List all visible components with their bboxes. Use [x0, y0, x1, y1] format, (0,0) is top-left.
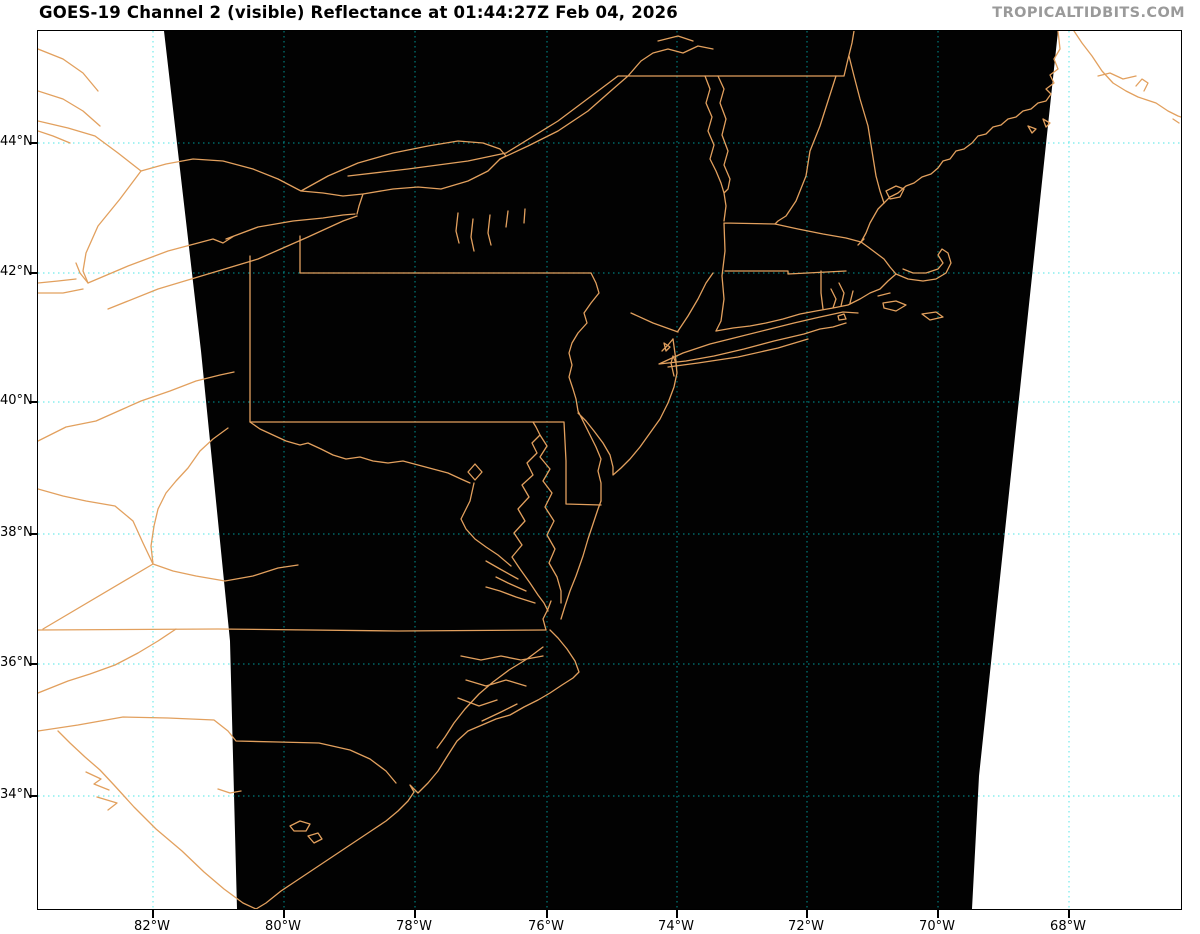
longitude-tick [414, 910, 416, 918]
coastline-chesapeake-west [511, 421, 549, 612]
latitude-label: 44°N [0, 134, 33, 149]
satellite-swath-night [164, 31, 1058, 909]
latitude-label: 42°N [0, 264, 33, 279]
coastline-chesapeake-east [539, 434, 562, 604]
coastline-nc-sounds [436, 646, 544, 749]
longitude-tick [283, 910, 285, 918]
border-nh-me [848, 55, 885, 204]
site-watermark: TROPICALTIDBITS.COM [992, 5, 1185, 21]
latitude-label: 36°N [0, 655, 33, 670]
rivers-va-estuaries [485, 560, 536, 604]
border-us-canada [499, 31, 855, 160]
border-potomac-upper [249, 421, 471, 484]
border-pa-md-de [249, 235, 602, 506]
border-va-nc [38, 628, 547, 632]
map-outlines [38, 31, 1181, 909]
coastline-carolinas [57, 629, 580, 909]
longitude-label: 76°W [528, 919, 564, 934]
satellite-map [38, 31, 1181, 909]
border-wv-va-ky [38, 371, 299, 694]
longitude-label: 78°W [396, 919, 432, 934]
longitude-label: 72°W [788, 919, 824, 934]
coastline-nc-lakes [217, 788, 323, 844]
longitude-tick [676, 910, 678, 918]
longitude-tick [152, 910, 154, 918]
latitude-tick [29, 142, 37, 144]
coastline-delmarva [542, 500, 602, 631]
longitude-tick [937, 910, 939, 918]
coastline-new-brunswick [1073, 31, 1181, 124]
coastline-maine [883, 31, 1061, 204]
longitude-tick [546, 910, 548, 918]
latitude-tick [29, 272, 37, 274]
latitude-tick [29, 401, 37, 403]
latitude-tick [29, 795, 37, 797]
longitude-tick [806, 910, 808, 918]
page-title: GOES-19 Channel 2 (visible) Reflectance … [39, 3, 678, 22]
finger-lakes [455, 208, 526, 252]
lake-champlain-borders [704, 75, 776, 332]
latitude-label: 34°N [0, 787, 33, 802]
river-potomac [460, 463, 512, 567]
coastline-delaware-nj [568, 272, 678, 502]
coastline-southern-ne [715, 273, 897, 332]
lake-erie [38, 193, 364, 310]
longitude-label: 74°W [658, 919, 694, 934]
longitude-label: 68°W [1050, 919, 1086, 934]
latitude-tick [29, 533, 37, 535]
border-nc-sc [38, 716, 397, 784]
longitude-tick [1068, 910, 1070, 918]
latlon-gridlines [38, 31, 1181, 909]
lake-ontario [82, 140, 507, 284]
islands-ne [837, 292, 944, 321]
latitude-label: 38°N [0, 525, 33, 540]
map-frame [37, 30, 1182, 910]
coastline-ontario-canada [38, 48, 142, 172]
coastline-cape-cod [857, 202, 952, 282]
coastline-long-island [630, 272, 859, 368]
border-ma-ct-ri [724, 270, 847, 310]
border-vt-nh-ma [774, 75, 862, 243]
latitude-tick [29, 663, 37, 665]
latitude-label: 40°N [0, 393, 33, 408]
longitude-label: 70°W [919, 919, 955, 934]
longitude-label: 80°W [265, 919, 301, 934]
longitude-label: 82°W [134, 919, 170, 934]
